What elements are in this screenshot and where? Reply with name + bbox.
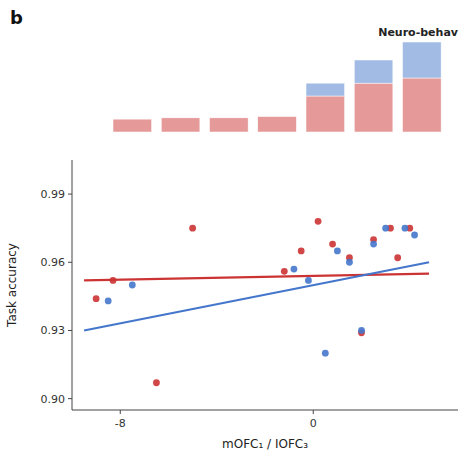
- x-axis-line: [72, 410, 458, 411]
- regression-line: [84, 274, 429, 281]
- x-axis-label: mOFC₁ / IOFC₃: [222, 437, 308, 451]
- bar: [161, 118, 200, 132]
- plot-marks: [84, 218, 429, 386]
- bar: [354, 60, 393, 83]
- bar: [403, 78, 442, 132]
- y-axis-line: [72, 160, 73, 410]
- bar: [403, 42, 442, 78]
- figure: Neuro-behav b 0.90 0.93 0.96 0.99 -8 0mOFC₁ / I…: [0, 0, 474, 474]
- bar: [354, 83, 393, 132]
- y-tick-label: 0.93: [41, 324, 66, 337]
- x-tick: [120, 410, 121, 414]
- point: [322, 350, 329, 357]
- point: [298, 248, 305, 255]
- bar: [306, 96, 345, 132]
- point: [358, 327, 365, 334]
- y-tick-label: 0.99: [41, 188, 66, 201]
- regression-line: [84, 262, 429, 330]
- point: [329, 241, 336, 248]
- x-tick-label: 0: [310, 417, 317, 430]
- point: [93, 295, 100, 302]
- bar: [258, 117, 297, 132]
- bar: [306, 83, 345, 96]
- bar: [258, 116, 297, 117]
- point: [153, 379, 160, 386]
- point: [281, 268, 288, 275]
- point: [394, 254, 401, 261]
- bar: [210, 117, 249, 118]
- y-tick: [68, 330, 72, 331]
- point: [382, 225, 389, 232]
- y-axis-label: Task accuracy: [5, 243, 19, 328]
- point: [402, 225, 409, 232]
- title: Neuro-behav: [378, 26, 459, 39]
- point: [291, 266, 298, 273]
- y-tick-label: 0.96: [41, 256, 66, 269]
- point: [334, 248, 341, 255]
- y-tick-label: 0.90: [41, 393, 66, 406]
- point: [110, 277, 117, 284]
- bar: [113, 119, 152, 132]
- bar: [210, 118, 249, 132]
- background: [0, 0, 474, 474]
- point: [189, 225, 196, 232]
- point: [105, 298, 112, 305]
- point: [411, 232, 418, 239]
- scatter-panel: 0.90 0.93 0.96 0.99 -8 0mOFC₁ / IOFC₃ Task acc…: [5, 160, 458, 451]
- bar-inset: Neuro-behav b: [10, 7, 459, 132]
- y-tick: [68, 262, 72, 263]
- y-tick: [68, 194, 72, 195]
- point: [129, 282, 136, 289]
- x-tick: [313, 410, 314, 414]
- y-tick: [68, 398, 72, 399]
- point: [305, 277, 312, 284]
- point: [370, 241, 377, 248]
- points: [93, 218, 418, 386]
- lines: [84, 262, 429, 330]
- point: [346, 259, 353, 266]
- x-tick-label: -8: [115, 417, 126, 430]
- bars: [113, 42, 441, 132]
- bar: [113, 119, 152, 120]
- panel-label: b: [10, 7, 23, 28]
- point: [315, 218, 322, 225]
- bar: [161, 117, 200, 118]
